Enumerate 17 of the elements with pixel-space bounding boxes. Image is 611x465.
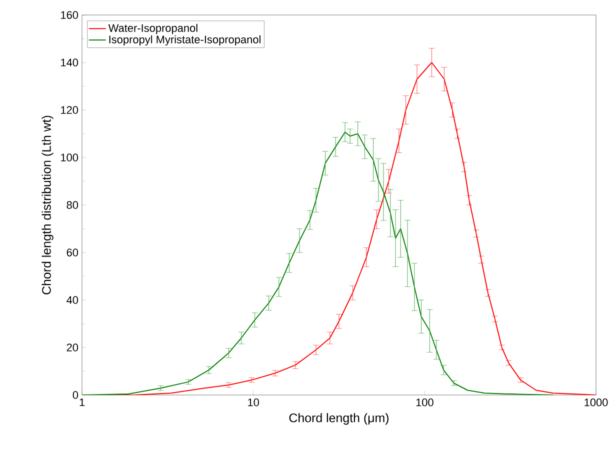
y-tick-label: 120 [61, 106, 78, 114]
x-tick-label: 100 [416, 398, 434, 406]
x-axis-title: Chord length (μm) [289, 413, 389, 425]
y-tick-label: 80 [66, 201, 78, 209]
y-tick-label: 60 [66, 248, 78, 256]
y-tick-label: 40 [66, 296, 78, 304]
x-tick-label: 1 [80, 398, 85, 406]
legend-label: Isopropyl Myristate-Isopropanol [109, 35, 260, 46]
legend-label: Water-Isopropanol [108, 24, 198, 34]
y-axis-title: Chord length distribution (Lth wt) [42, 116, 54, 294]
x-tick-label: 1000 [584, 398, 608, 406]
y-tick-label: 100 [61, 154, 78, 162]
y-tick-label: 140 [61, 58, 78, 66]
y-tick-label: 0 [72, 391, 78, 399]
x-tick-label: 10 [248, 398, 259, 406]
y-tick-label: 20 [66, 344, 78, 352]
y-tick-label: 160 [61, 11, 78, 19]
